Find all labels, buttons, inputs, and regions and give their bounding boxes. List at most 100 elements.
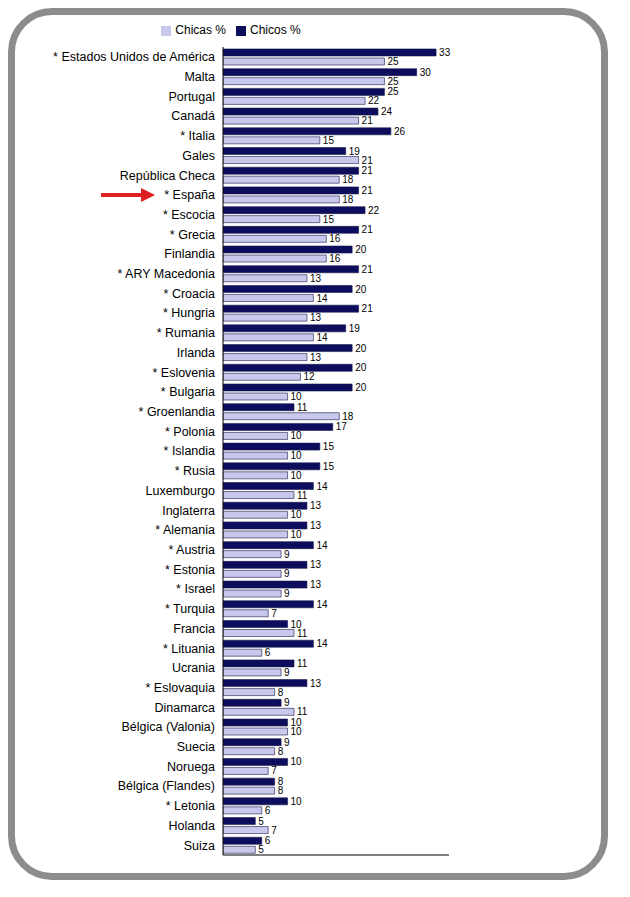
svg-text:21: 21 xyxy=(362,303,374,314)
svg-text:13: 13 xyxy=(310,500,322,511)
svg-text:6: 6 xyxy=(265,835,271,846)
svg-text:11: 11 xyxy=(297,706,308,717)
svg-text:9: 9 xyxy=(284,697,290,708)
svg-text:* Letonia: * Letonia xyxy=(166,799,215,813)
svg-text:* Estonia: * Estonia xyxy=(165,563,215,577)
svg-text:* Groenlandia: * Groenlandia xyxy=(139,405,215,419)
svg-text:15: 15 xyxy=(323,135,335,146)
svg-text:20: 20 xyxy=(355,382,367,393)
svg-text:* Italia: * Italia xyxy=(180,129,215,143)
svg-text:16: 16 xyxy=(329,233,341,244)
svg-text:9: 9 xyxy=(284,667,290,678)
svg-text:20: 20 xyxy=(355,362,367,373)
svg-text:21: 21 xyxy=(362,155,374,166)
svg-text:5: 5 xyxy=(258,844,264,855)
svg-text:12: 12 xyxy=(303,371,315,382)
svg-text:10: 10 xyxy=(291,796,303,807)
svg-text:* Eslovaquia: * Eslovaquia xyxy=(146,681,216,695)
svg-text:* Eslovenia: * Eslovenia xyxy=(152,366,215,380)
svg-text:8: 8 xyxy=(278,746,284,757)
svg-text:Malta: Malta xyxy=(184,70,215,84)
svg-text:21: 21 xyxy=(362,165,374,176)
svg-text:* Rumania: * Rumania xyxy=(157,326,215,340)
svg-text:11: 11 xyxy=(297,628,308,639)
svg-text:Bélgica (Flandes): Bélgica (Flandes) xyxy=(118,779,215,793)
svg-text:* Estados Unidos de América: * Estados Unidos de América xyxy=(53,50,215,64)
svg-text:17: 17 xyxy=(336,421,348,432)
svg-text:9: 9 xyxy=(284,737,290,748)
svg-text:19: 19 xyxy=(349,146,361,157)
svg-text:14: 14 xyxy=(316,293,328,304)
svg-text:21: 21 xyxy=(362,224,374,235)
svg-text:Luxemburgo: Luxemburgo xyxy=(146,484,216,498)
svg-text:8: 8 xyxy=(278,687,284,698)
svg-text:14: 14 xyxy=(316,540,328,551)
svg-text:21: 21 xyxy=(362,264,374,275)
svg-text:* Austria: * Austria xyxy=(168,543,215,557)
svg-text:15: 15 xyxy=(323,461,335,472)
svg-text:6: 6 xyxy=(265,647,271,658)
svg-text:* Rusia: * Rusia xyxy=(175,464,215,478)
svg-text:14: 14 xyxy=(316,332,328,343)
svg-text:Canadá: Canadá xyxy=(171,109,215,123)
svg-text:25: 25 xyxy=(387,56,399,67)
svg-text:Dinamarca: Dinamarca xyxy=(155,701,215,715)
svg-text:18: 18 xyxy=(342,411,354,422)
svg-text:18: 18 xyxy=(342,194,354,205)
svg-text:20: 20 xyxy=(355,244,367,255)
svg-text:* Hungria: * Hungria xyxy=(163,306,215,320)
svg-text:Finlandia: Finlandia xyxy=(164,247,215,261)
svg-text:30: 30 xyxy=(420,67,432,78)
svg-text:13: 13 xyxy=(310,520,322,531)
svg-text:Holanda: Holanda xyxy=(168,819,215,833)
svg-text:Ucrania: Ucrania xyxy=(172,661,215,675)
svg-text:11: 11 xyxy=(297,658,308,669)
svg-text:* Islandia: * Islandia xyxy=(164,444,215,458)
svg-text:República Checa: República Checa xyxy=(120,169,215,183)
svg-text:* Escocia: * Escocia xyxy=(163,208,215,222)
svg-text:14: 14 xyxy=(316,599,328,610)
svg-text:10: 10 xyxy=(291,430,303,441)
svg-text:Francia: Francia xyxy=(173,622,215,636)
svg-text:Inglaterra: Inglaterra xyxy=(162,504,215,518)
svg-text:10: 10 xyxy=(291,726,303,737)
svg-text:* Polonia: * Polonia xyxy=(165,425,215,439)
svg-text:7: 7 xyxy=(271,825,277,836)
svg-text:* ARY Macedonia: * ARY Macedonia xyxy=(117,267,215,281)
svg-text:24: 24 xyxy=(381,106,393,117)
svg-text:14: 14 xyxy=(316,481,328,492)
svg-text:22: 22 xyxy=(368,95,380,106)
svg-text:Portugal: Portugal xyxy=(168,90,215,104)
svg-text:25: 25 xyxy=(387,86,399,97)
svg-text:9: 9 xyxy=(284,549,290,560)
svg-text:Bélgica (Valonia): Bélgica (Valonia) xyxy=(121,720,215,734)
svg-text:10: 10 xyxy=(291,529,303,540)
svg-text:16: 16 xyxy=(329,253,341,264)
svg-text:* Croacia: * Croacia xyxy=(164,287,215,301)
svg-text:8: 8 xyxy=(278,785,284,796)
svg-text:22: 22 xyxy=(368,205,380,216)
svg-text:21: 21 xyxy=(362,185,374,196)
svg-text:Suiza: Suiza xyxy=(184,839,215,853)
svg-text:19: 19 xyxy=(349,323,361,334)
svg-text:33: 33 xyxy=(439,47,451,58)
svg-text:Irlanda: Irlanda xyxy=(177,346,215,360)
svg-text:13: 13 xyxy=(310,579,322,590)
svg-text:7: 7 xyxy=(271,765,277,776)
svg-text:13: 13 xyxy=(310,559,322,570)
svg-text:10: 10 xyxy=(291,450,303,461)
svg-text:9: 9 xyxy=(284,568,290,579)
svg-text:26: 26 xyxy=(394,126,406,137)
svg-text:* Alemania: * Alemania xyxy=(155,523,215,537)
svg-text:11: 11 xyxy=(297,490,308,501)
svg-text:10: 10 xyxy=(291,470,303,481)
svg-text:13: 13 xyxy=(310,678,322,689)
svg-text:5: 5 xyxy=(258,816,264,827)
svg-text:15: 15 xyxy=(323,214,335,225)
svg-text:9: 9 xyxy=(284,588,290,599)
svg-text:13: 13 xyxy=(310,312,322,323)
svg-text:Suecia: Suecia xyxy=(177,740,215,754)
svg-text:20: 20 xyxy=(355,343,367,354)
svg-text:7: 7 xyxy=(271,608,277,619)
svg-text:* Lituania: * Lituania xyxy=(163,642,215,656)
